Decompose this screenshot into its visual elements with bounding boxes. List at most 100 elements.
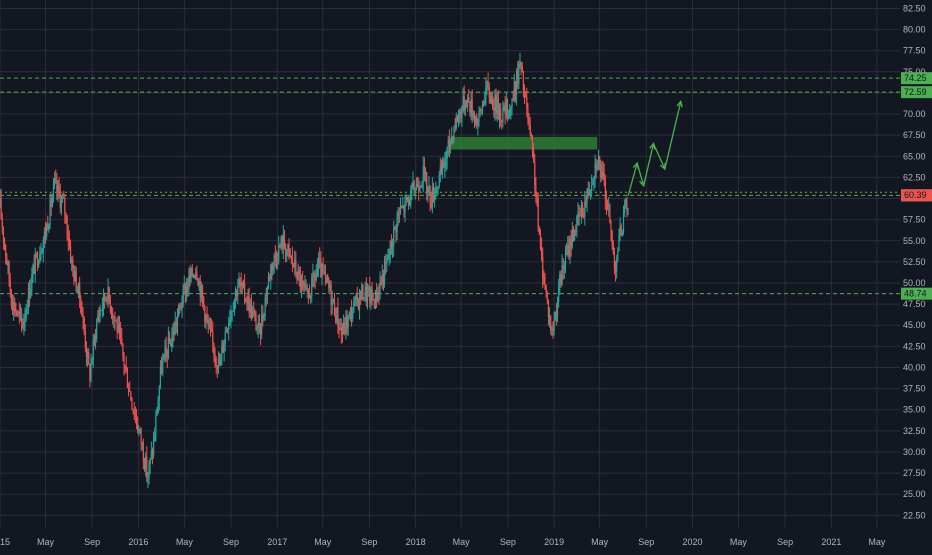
candle-body (617, 250, 619, 260)
candle-body (534, 161, 536, 186)
candle-body (211, 329, 213, 332)
candle-body (515, 71, 518, 95)
candle-body (277, 261, 279, 263)
candle-body (526, 97, 528, 109)
candle-body (486, 81, 488, 89)
candle-body (518, 63, 520, 85)
candle-body (411, 184, 413, 190)
candle-body (501, 120, 503, 123)
candle-body (576, 215, 578, 233)
candle-body (502, 106, 504, 123)
candle-body (625, 199, 627, 204)
candle-body (149, 458, 151, 465)
candle-body (581, 204, 584, 215)
candle-body (550, 316, 552, 331)
projection-segment[interactable] (652, 143, 666, 170)
candle-body (145, 456, 147, 470)
candle-body (0, 199, 1, 207)
candle-body (567, 244, 569, 255)
candle-body (238, 279, 240, 288)
candle-body (166, 351, 168, 358)
level-price-badge[interactable] (901, 72, 932, 85)
level-price-badge[interactable] (901, 287, 932, 300)
candle-body (225, 329, 228, 332)
candle-body (308, 293, 311, 299)
candle-body (378, 291, 380, 295)
candle-body (572, 229, 575, 241)
y-tick-label: 50.00 (903, 278, 926, 288)
candle-body (220, 354, 222, 366)
candle-body (131, 400, 133, 410)
candle-body (303, 282, 305, 288)
candle-body (209, 324, 212, 330)
last-price-badge[interactable] (901, 189, 932, 202)
candle-body (497, 97, 499, 120)
candle-body (548, 316, 551, 318)
candle-body (487, 81, 489, 88)
candle-body (226, 329, 229, 331)
candle-body (490, 96, 493, 104)
candle-body (352, 312, 354, 319)
candle-body (57, 185, 59, 192)
candle-body (360, 291, 362, 300)
resistance-zone[interactable] (449, 136, 598, 150)
candle-body (141, 442, 143, 444)
candle-body (323, 272, 325, 273)
candle-body (390, 240, 393, 248)
candle-body (424, 171, 427, 175)
candle-body (404, 198, 406, 212)
projection-segment[interactable] (636, 162, 645, 187)
x-axis[interactable]: 2015 May Sep 2016 May Sep 2017 May Sep 2018 May Sep… (0, 537, 886, 547)
candle-body (429, 186, 431, 204)
projection-layer (627, 99, 683, 197)
candle-body (272, 263, 274, 271)
projection-segment[interactable] (627, 162, 638, 197)
candle-body (300, 280, 303, 289)
candle-body (398, 212, 400, 214)
candle-body (327, 275, 329, 283)
candle-body (319, 257, 321, 259)
candle-body (168, 337, 171, 344)
candle-body (287, 244, 289, 251)
candle-body (89, 364, 91, 381)
candle-body (148, 464, 150, 478)
candle-body (191, 267, 193, 277)
projection-segment[interactable] (642, 143, 655, 187)
candle-body (416, 184, 419, 188)
candle-body (606, 204, 609, 210)
candle-body (456, 116, 458, 122)
candle-body (504, 106, 506, 115)
level-price-badge[interactable] (901, 86, 932, 99)
candle-body (129, 391, 131, 392)
y-axis[interactable]: 22.50 25.00 27.50 30.00 32.50 35.00 37.50 40.00… (903, 3, 926, 520)
candle-body (452, 136, 454, 141)
candle-body (39, 254, 41, 263)
y-tick-label: 37.50 (903, 384, 926, 394)
y-tick-label: 70.00 (903, 109, 926, 119)
candle-body (96, 321, 98, 340)
candle-body (307, 289, 309, 294)
candle-body (40, 253, 42, 255)
candle-body (23, 320, 25, 328)
x-tick-label: Sep (777, 537, 793, 547)
candle-body (102, 292, 105, 308)
candle-body (588, 191, 590, 195)
candle-body (284, 247, 287, 256)
candle-body (553, 320, 555, 331)
candle-body (339, 328, 341, 330)
candle-body (555, 311, 557, 315)
projection-segment[interactable] (664, 101, 682, 170)
candle-body (346, 317, 348, 329)
candle-body (247, 296, 249, 304)
candle-body (421, 182, 423, 187)
candle-body (579, 215, 581, 217)
candle-body (97, 315, 99, 322)
candle-body (142, 442, 144, 462)
candle-body (439, 166, 441, 176)
candle-body (74, 271, 76, 282)
candle-body (212, 331, 214, 343)
candle-body (179, 305, 181, 307)
x-tick-label: May (453, 537, 471, 547)
